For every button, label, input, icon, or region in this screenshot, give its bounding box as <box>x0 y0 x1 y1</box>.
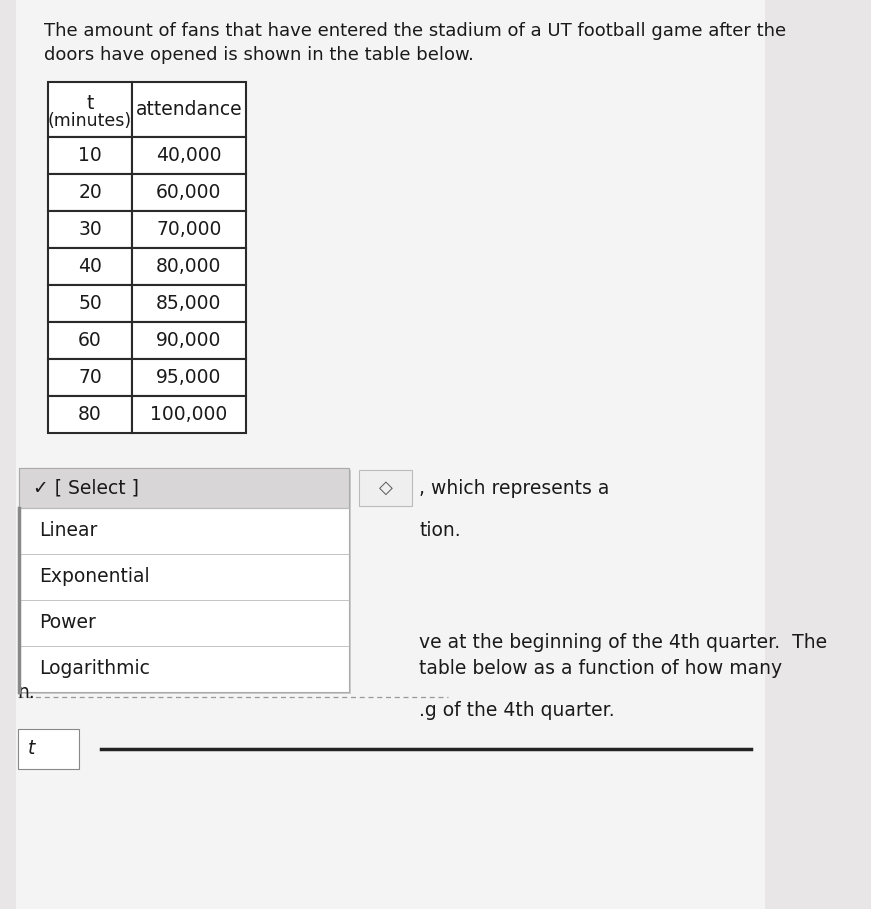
Bar <box>132 322 246 359</box>
Text: Exponential: Exponential <box>38 567 149 586</box>
Bar <box>132 211 246 248</box>
Text: table below as a function of how many: table below as a function of how many <box>419 659 782 678</box>
Text: Logarithmic: Logarithmic <box>38 660 150 678</box>
Text: 100,000: 100,000 <box>150 405 227 424</box>
Text: 20: 20 <box>78 183 102 202</box>
Bar <box>21 470 350 694</box>
Text: (minutes): (minutes) <box>48 112 132 130</box>
Bar <box>19 468 348 692</box>
Text: 80,000: 80,000 <box>156 257 221 276</box>
Text: Power: Power <box>38 614 96 633</box>
Bar <box>132 82 246 137</box>
Text: doors have opened is shown in the table below.: doors have opened is shown in the table … <box>44 46 474 64</box>
Bar <box>48 322 132 359</box>
Text: 50: 50 <box>78 294 102 313</box>
Bar <box>48 82 132 137</box>
Bar <box>19 468 348 508</box>
Text: 70,000: 70,000 <box>156 220 221 239</box>
Text: t: t <box>28 740 36 758</box>
Bar <box>17 729 79 769</box>
Bar <box>132 396 246 433</box>
Bar <box>360 470 412 506</box>
Text: t: t <box>86 94 94 113</box>
Bar <box>48 137 132 174</box>
Text: tion.: tion. <box>419 522 461 541</box>
Bar <box>132 174 246 211</box>
Text: 10: 10 <box>78 146 102 165</box>
Text: ✓ [ Select ]: ✓ [ Select ] <box>33 478 139 497</box>
Text: 85,000: 85,000 <box>156 294 221 313</box>
Bar <box>132 359 246 396</box>
Text: 80: 80 <box>78 405 102 424</box>
Text: attendance: attendance <box>136 100 242 119</box>
Bar <box>48 359 132 396</box>
Bar <box>132 137 246 174</box>
Text: 30: 30 <box>78 220 102 239</box>
Text: 60: 60 <box>78 331 102 350</box>
Bar <box>132 285 246 322</box>
Bar <box>48 248 132 285</box>
Bar <box>48 211 132 248</box>
Bar <box>132 248 246 285</box>
Text: ve at the beginning of the 4th quarter.  The: ve at the beginning of the 4th quarter. … <box>419 633 827 652</box>
Text: .g of the 4th quarter.: .g of the 4th quarter. <box>419 701 615 720</box>
Text: 70: 70 <box>78 368 102 387</box>
Text: 40,000: 40,000 <box>156 146 221 165</box>
Text: 90,000: 90,000 <box>156 331 221 350</box>
Text: 95,000: 95,000 <box>156 368 221 387</box>
Bar <box>48 285 132 322</box>
Text: n.: n. <box>17 683 36 702</box>
Text: 40: 40 <box>78 257 102 276</box>
Bar <box>48 174 132 211</box>
Text: ◇: ◇ <box>379 479 393 497</box>
Bar <box>48 396 132 433</box>
Text: The amount of fans that have entered the stadium of a UT football game after the: The amount of fans that have entered the… <box>44 22 786 40</box>
Text: , which represents a: , which represents a <box>419 478 610 497</box>
Text: Linear: Linear <box>38 522 97 541</box>
Text: 60,000: 60,000 <box>156 183 221 202</box>
